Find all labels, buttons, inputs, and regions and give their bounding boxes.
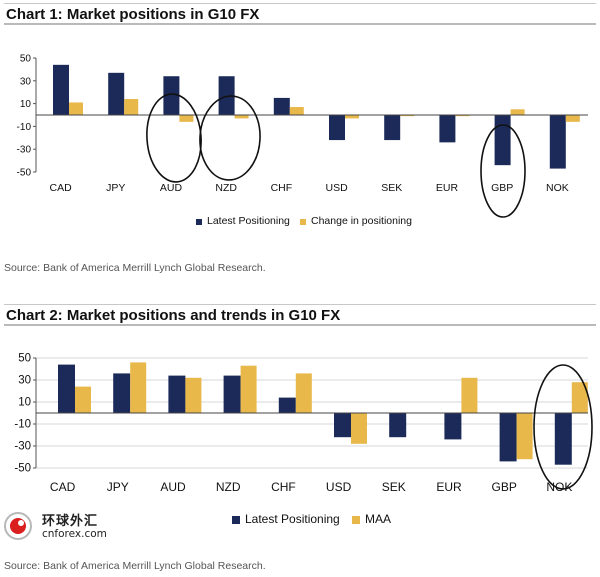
bar-sek-change-in-positioning [400, 115, 415, 117]
bar-nzd-change-in-positioning [234, 115, 249, 119]
x-tick-label-nok: NOK [546, 480, 572, 494]
legend-label-latest-positioning: Latest Positioning [207, 215, 290, 227]
y-tick-label: -30 [14, 441, 31, 453]
bar-aud-latest-positioning [168, 375, 186, 413]
bar-aud-change-in-positioning [179, 115, 194, 122]
chart1-source: Source: Bank of America Merrill Lynch Gl… [4, 262, 266, 274]
legend-label-latest-positioning: Latest Positioning [245, 512, 340, 526]
annotation-circle-nzd [199, 95, 261, 181]
chart2-title: Chart 2: Market positions and trends in … [4, 304, 596, 326]
chart1-plot: 50 30 10 -10 -30 -50 CAD JPY AUD NZD CHF USD SEK EUR G… [17, 54, 588, 227]
chart2-plot: 50 30 10 -10 -30 -50 CAD JPY AUD NZD CHF USD SEK EUR G… [14, 353, 593, 526]
legend-label-series2: MAA [365, 512, 391, 526]
annotation-circle-nok [533, 364, 593, 490]
y-tick-label: 30 [20, 76, 32, 87]
x-tick-label-sek: SEK [381, 182, 402, 194]
chart1-title: Chart 1: Market positions in G10 FX [4, 3, 596, 25]
bar-sek-latest-positioning [389, 413, 407, 438]
bar-cad-latest-positioning [58, 364, 75, 413]
bar-nok-latest-positioning [549, 115, 566, 169]
bar-gbp-latest-positioning [494, 115, 511, 166]
x-tick-label-jpy: JPY [106, 182, 125, 194]
bar-cad-change-in-positioning [69, 102, 83, 115]
bar-cad-maa [75, 386, 91, 413]
bar-chf-latest-positioning [278, 397, 296, 413]
legend-swatch-series2 [352, 516, 360, 524]
x-tick-label-usd: USD [326, 480, 352, 494]
bar-usd-maa [351, 413, 367, 444]
legend-label-series2: Change in positioning [311, 215, 412, 227]
bar-nzd-latest-positioning [223, 375, 241, 413]
y-tick-label: -50 [17, 168, 32, 179]
x-tick-label-eur: EUR [436, 182, 459, 194]
legend-swatch-latest-positioning [232, 516, 240, 524]
legend-swatch-series2 [300, 219, 306, 225]
bar-gbp-maa [516, 413, 533, 460]
x-tick-label-cad: CAD [50, 480, 76, 494]
cnforex-logo: 环球外汇 cnforex.com [2, 504, 142, 548]
chart2-source: Source: Bank of America Merrill Lynch Gl… [4, 560, 266, 572]
legend-swatch-latest-positioning [196, 219, 202, 225]
logo-text-en: cnforex.com [42, 528, 107, 540]
y-tick-label: 10 [20, 99, 32, 110]
bar-jpy-latest-positioning [113, 373, 131, 413]
y-tick-label: -10 [17, 122, 32, 133]
bar-cad-latest-positioning [53, 64, 69, 115]
y-tick-label: 10 [18, 397, 31, 409]
y-tick-label: 50 [18, 353, 31, 365]
bar-nok-latest-positioning [554, 413, 572, 465]
x-tick-label-chf: CHF [271, 182, 293, 194]
x-tick-label-gbp: GBP [492, 480, 517, 494]
bar-usd-latest-positioning [329, 115, 345, 141]
bar-nok-change-in-positioning [565, 115, 580, 122]
bar-sek-latest-positioning [384, 115, 401, 141]
bar-aud-maa [185, 377, 202, 413]
annotation-circle-gbp [480, 124, 526, 218]
y-tick-label: -10 [14, 419, 31, 431]
x-tick-label-nok: NOK [546, 182, 569, 194]
bar-eur-latest-positioning [444, 413, 462, 440]
bar-nok-maa [571, 382, 588, 413]
x-tick-label-eur: EUR [436, 480, 462, 494]
x-tick-label-chf: CHF [271, 480, 296, 494]
bar-chf-change-in-positioning [289, 107, 304, 115]
x-tick-label-nzd: NZD [215, 182, 237, 194]
bar-gbp-latest-positioning [499, 413, 517, 462]
x-tick-label-jpy: JPY [107, 480, 129, 494]
bar-gbp-change-in-positioning [510, 109, 525, 115]
bar-jpy-maa [130, 362, 147, 413]
bar-eur-maa [461, 377, 478, 413]
y-tick-label: -50 [14, 463, 31, 475]
y-tick-label: 50 [20, 54, 32, 65]
bar-eur-latest-positioning [439, 115, 456, 143]
x-tick-label-aud: AUD [160, 480, 186, 494]
y-tick-label: -30 [17, 145, 32, 156]
x-tick-label-cad: CAD [50, 182, 73, 194]
logo-text-cn: 环球外汇 [42, 514, 99, 529]
bar-jpy-change-in-positioning [124, 99, 139, 115]
annotation-circle-aud [146, 93, 202, 183]
x-tick-label-gbp: GBP [491, 182, 513, 194]
bar-aud-latest-positioning [163, 76, 180, 115]
y-tick-label: 30 [18, 375, 31, 387]
bar-eur-change-in-positioning [455, 115, 470, 117]
logo-mark-icon [4, 512, 32, 540]
x-tick-label-nzd: NZD [216, 480, 241, 494]
x-tick-label-aud: AUD [160, 182, 183, 194]
bar-chf-maa [295, 373, 312, 413]
x-tick-label-sek: SEK [382, 480, 406, 494]
bar-nzd-maa [240, 365, 257, 413]
x-tick-label-usd: USD [326, 182, 349, 194]
bar-usd-latest-positioning [334, 413, 351, 438]
bar-chf-latest-positioning [273, 97, 290, 115]
bar-usd-change-in-positioning [345, 115, 359, 119]
bar-jpy-latest-positioning [108, 72, 125, 115]
